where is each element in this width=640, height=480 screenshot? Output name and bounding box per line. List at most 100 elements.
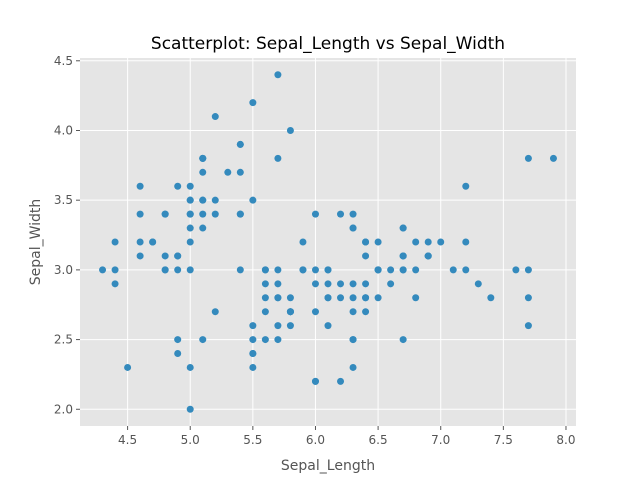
data-point	[186, 224, 194, 232]
data-point	[249, 196, 257, 204]
data-point	[261, 280, 269, 288]
data-point	[337, 210, 345, 218]
data-point	[349, 336, 357, 344]
data-point	[111, 238, 119, 246]
data-point	[399, 266, 407, 274]
x-tick-label: 7.5	[494, 433, 513, 447]
data-point	[399, 336, 407, 344]
data-point	[462, 266, 470, 274]
data-point	[261, 336, 269, 344]
data-point	[524, 294, 532, 302]
data-point	[199, 224, 207, 232]
data-point	[186, 238, 194, 246]
data-point	[462, 182, 470, 190]
x-axis-label: Sepal_Length	[281, 458, 375, 474]
data-point	[286, 322, 294, 330]
data-point	[249, 336, 257, 344]
y-tick-label: 4.5	[54, 54, 73, 68]
data-point	[437, 238, 445, 246]
data-point	[261, 308, 269, 316]
data-point	[337, 280, 345, 288]
data-point	[211, 113, 219, 121]
data-point	[462, 238, 470, 246]
data-point	[161, 252, 169, 260]
data-point	[362, 238, 370, 246]
data-point	[524, 154, 532, 162]
data-point	[261, 266, 269, 274]
data-point	[174, 350, 182, 358]
data-point	[286, 294, 294, 302]
y-tick-label: 2.5	[54, 333, 73, 347]
data-point	[387, 266, 395, 274]
y-tick-label: 4.0	[54, 123, 73, 137]
data-point	[249, 363, 257, 371]
x-tick-label: 7.0	[431, 433, 450, 447]
data-point	[124, 363, 132, 371]
data-point	[549, 154, 557, 162]
data-point	[199, 196, 207, 204]
x-tick-label: 5.5	[243, 433, 262, 447]
data-point	[474, 280, 482, 288]
data-point	[274, 336, 282, 344]
data-point	[211, 196, 219, 204]
data-point	[349, 308, 357, 316]
data-point	[111, 280, 119, 288]
data-point	[349, 294, 357, 302]
data-point	[311, 210, 319, 218]
data-point	[362, 308, 370, 316]
data-point	[274, 266, 282, 274]
data-point	[311, 266, 319, 274]
x-axis-ticks: 4.5 5.0 5.5 6.0 6.5 7.0 7.5 8.0	[118, 426, 576, 447]
y-tick-label: 3.0	[54, 263, 73, 277]
data-point	[236, 168, 244, 176]
data-point	[311, 377, 319, 385]
data-point	[236, 266, 244, 274]
data-point	[311, 308, 319, 316]
data-point	[161, 266, 169, 274]
data-point	[286, 126, 294, 134]
data-point	[374, 238, 382, 246]
data-point	[249, 322, 257, 330]
data-point	[236, 140, 244, 148]
data-point	[149, 238, 157, 246]
data-point	[174, 252, 182, 260]
data-point	[449, 266, 457, 274]
data-point	[412, 238, 420, 246]
data-point	[349, 280, 357, 288]
data-point	[412, 266, 420, 274]
data-point	[199, 336, 207, 344]
data-point	[99, 266, 107, 274]
data-point	[387, 280, 395, 288]
data-point	[374, 266, 382, 274]
data-point	[286, 308, 294, 316]
data-point	[174, 336, 182, 344]
data-point	[362, 280, 370, 288]
data-point	[186, 196, 194, 204]
data-point	[374, 294, 382, 302]
data-point	[136, 210, 144, 218]
data-point	[337, 294, 345, 302]
data-point	[399, 252, 407, 260]
data-point	[362, 252, 370, 260]
data-point	[324, 294, 332, 302]
y-axis-label: Sepal_Width	[28, 199, 44, 286]
data-point	[412, 294, 420, 302]
data-point	[362, 294, 370, 302]
data-point	[199, 210, 207, 218]
data-point	[174, 182, 182, 190]
x-tick-label: 4.5	[118, 433, 137, 447]
data-point	[324, 280, 332, 288]
data-point	[161, 210, 169, 218]
data-point	[311, 280, 319, 288]
plot-area	[80, 58, 576, 426]
data-point	[174, 266, 182, 274]
data-point	[337, 377, 345, 385]
data-point	[199, 168, 207, 176]
y-tick-label: 2.0	[54, 402, 73, 416]
data-point	[186, 266, 194, 274]
data-point	[274, 154, 282, 162]
data-point	[186, 405, 194, 413]
data-point	[524, 266, 532, 274]
data-point	[424, 238, 432, 246]
data-point	[249, 350, 257, 358]
